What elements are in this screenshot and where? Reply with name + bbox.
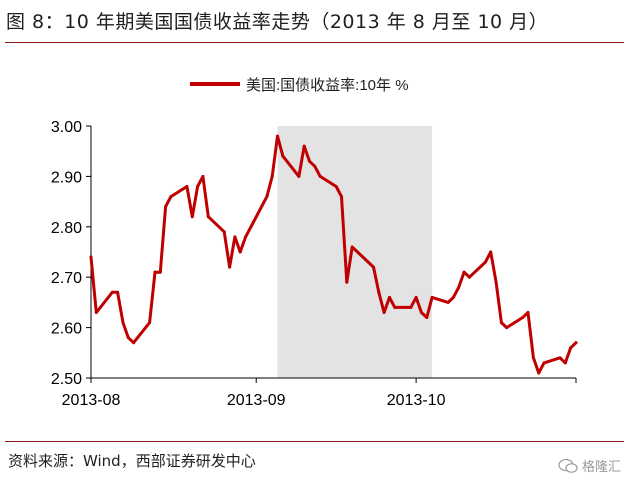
data-point <box>110 290 114 294</box>
x-axis: 2013-08 2013-09 2013-10 <box>62 377 577 409</box>
source-note: 资料来源：Wind，西部证券研发中心 <box>8 452 256 470</box>
data-point <box>537 371 541 375</box>
shaded-period <box>277 126 433 378</box>
line-chart: 美国:国债收益率:10年 % 3.002.902.802.702.602.50 … <box>51 77 578 409</box>
data-point <box>387 295 391 299</box>
data-point <box>574 341 578 345</box>
data-point <box>318 174 322 178</box>
data-point <box>185 184 189 188</box>
data-point <box>355 250 359 254</box>
title-divider <box>5 42 624 43</box>
data-point <box>196 184 200 188</box>
x-tick-label: 2013-08 <box>62 392 121 409</box>
data-point <box>430 295 434 299</box>
data-point <box>339 195 343 199</box>
data-point <box>425 316 429 320</box>
y-tick-label: 2.70 <box>51 270 82 287</box>
legend: 美国:国债收益率:10年 % <box>190 77 409 94</box>
data-point <box>531 356 535 360</box>
y-tick-label: 3.00 <box>51 119 82 136</box>
y-tick-label: 2.80 <box>51 220 82 237</box>
data-point <box>164 205 168 209</box>
series-layer <box>89 134 578 375</box>
data-point <box>270 174 274 178</box>
data-point <box>265 195 269 199</box>
data-point <box>467 275 471 279</box>
data-point <box>238 250 242 254</box>
data-point <box>313 164 317 168</box>
y-axis: 3.00 2.90 2.80 2.70 2.60 2.50 <box>51 119 92 388</box>
legend-label: 美国:国债收益率:10年 % <box>246 77 409 94</box>
data-point <box>499 321 503 325</box>
y-tick-label: 2.90 <box>51 169 82 186</box>
data-point <box>483 260 487 264</box>
x-tick-label: 2013-10 <box>387 392 446 409</box>
data-point <box>158 270 162 274</box>
data-point <box>297 174 301 178</box>
data-point <box>462 270 466 274</box>
data-point <box>206 215 210 219</box>
y-tick-label: 2.50 <box>51 371 82 388</box>
data-point <box>148 321 152 325</box>
watermark-text: 格隆汇 <box>581 460 621 475</box>
data-point <box>302 144 306 148</box>
data-point <box>505 326 509 330</box>
data-point <box>521 316 525 320</box>
data-point <box>457 285 461 289</box>
data-point <box>153 270 157 274</box>
data-point <box>569 346 573 350</box>
data-point <box>116 290 120 294</box>
data-point <box>563 361 567 365</box>
data-point <box>334 184 338 188</box>
data-point <box>526 310 530 314</box>
data-point <box>94 310 98 314</box>
data-point <box>558 356 562 360</box>
y-tick-label: 2.60 <box>51 321 82 338</box>
data-point <box>222 230 226 234</box>
data-point <box>350 245 354 249</box>
data-point <box>382 310 386 314</box>
data-point <box>409 305 413 309</box>
data-point <box>201 174 205 178</box>
data-point <box>489 250 493 254</box>
data-point <box>542 361 546 365</box>
data-point <box>419 310 423 314</box>
data-point <box>244 235 248 239</box>
data-point <box>308 159 312 163</box>
data-point <box>446 300 450 304</box>
data-point <box>228 265 232 269</box>
data-point <box>233 235 237 239</box>
data-point <box>190 215 194 219</box>
data-point <box>276 134 280 138</box>
watermark: 格隆汇 <box>558 456 621 475</box>
data-point <box>169 195 173 199</box>
wechat-icon <box>558 458 578 473</box>
data-point <box>377 290 381 294</box>
data-point <box>126 336 130 340</box>
data-point <box>393 305 397 309</box>
data-point <box>414 295 418 299</box>
data-point <box>281 154 285 158</box>
x-tick-label: 2013-09 <box>227 392 286 409</box>
data-point <box>494 280 498 284</box>
data-point <box>371 265 375 269</box>
data-point <box>132 341 136 345</box>
data-point <box>451 295 455 299</box>
data-point <box>89 255 93 259</box>
data-point <box>121 321 125 325</box>
chart-title: 图 8：10 年期美国国债收益率走势（2013 年 8 月至 10 月） <box>6 11 549 33</box>
data-point <box>345 280 349 284</box>
footer-divider <box>5 441 624 442</box>
